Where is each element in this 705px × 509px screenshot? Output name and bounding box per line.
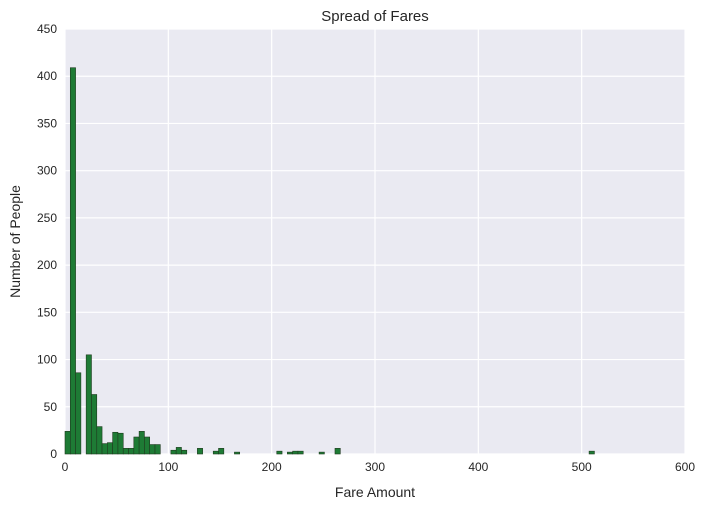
y-tick-label: 400	[37, 69, 57, 83]
y-tick-label: 250	[37, 211, 57, 225]
histogram-bar	[112, 431, 119, 455]
y-tick-label: 100	[37, 353, 57, 367]
y-tick-label: 350	[37, 116, 57, 130]
histogram-bar	[287, 451, 293, 455]
histogram-bar	[276, 450, 283, 455]
histogram-bar	[234, 451, 241, 455]
histogram-bar	[197, 448, 203, 455]
x-tick-label: 400	[468, 460, 488, 474]
histogram-bar	[64, 431, 71, 455]
y-axis-label: Number of People	[7, 185, 23, 298]
y-tick-labels: 0 50 100 150 200 250 300 350 400 450	[37, 22, 57, 461]
histogram-bar	[75, 372, 82, 455]
histogram-bars	[64, 67, 595, 455]
y-tick-label: 450	[37, 22, 57, 36]
histogram-bar	[588, 450, 595, 455]
histogram-bar	[122, 448, 129, 455]
x-tick-label: 600	[675, 460, 695, 474]
x-axis-label: Fare Amount	[335, 484, 415, 500]
histogram-bar	[101, 443, 108, 455]
histogram-bar	[334, 448, 341, 455]
histogram-bar	[149, 444, 156, 455]
y-tick-label: 50	[44, 400, 58, 414]
histogram-bar	[128, 448, 135, 455]
histogram-bar	[133, 436, 140, 455]
histogram-bar	[91, 394, 98, 455]
histogram-bar	[181, 449, 188, 455]
x-tick-labels: 0 100 200 300 400 500 600	[62, 460, 696, 474]
histogram-bar	[107, 442, 113, 455]
histogram-bar	[117, 432, 124, 455]
chart-title: Spread of Fares	[321, 8, 429, 25]
y-tick-label: 150	[37, 305, 57, 319]
histogram-bar	[318, 451, 325, 455]
y-tick-label: 0	[50, 447, 57, 461]
histogram-bar	[144, 436, 151, 455]
histogram-bar	[170, 449, 177, 455]
x-tick-label: 200	[262, 460, 282, 474]
histogram-bar	[175, 447, 182, 455]
histogram-bar	[292, 450, 299, 455]
histogram-bar	[96, 426, 103, 455]
x-tick-label: 300	[365, 460, 385, 474]
histogram-bar	[212, 450, 219, 455]
histogram-bar	[85, 354, 92, 455]
x-tick-label: 500	[572, 460, 592, 474]
y-tick-label: 300	[37, 164, 57, 178]
histogram-bar	[218, 448, 225, 455]
y-tick-label: 200	[37, 258, 57, 272]
x-tick-label: 0	[62, 460, 69, 474]
histogram-bar	[69, 67, 76, 455]
histogram-bar	[297, 450, 304, 455]
histogram-bar	[154, 444, 161, 455]
grid-lines	[64, 28, 686, 455]
x-tick-label: 100	[158, 460, 178, 474]
histogram-bar	[138, 431, 145, 455]
